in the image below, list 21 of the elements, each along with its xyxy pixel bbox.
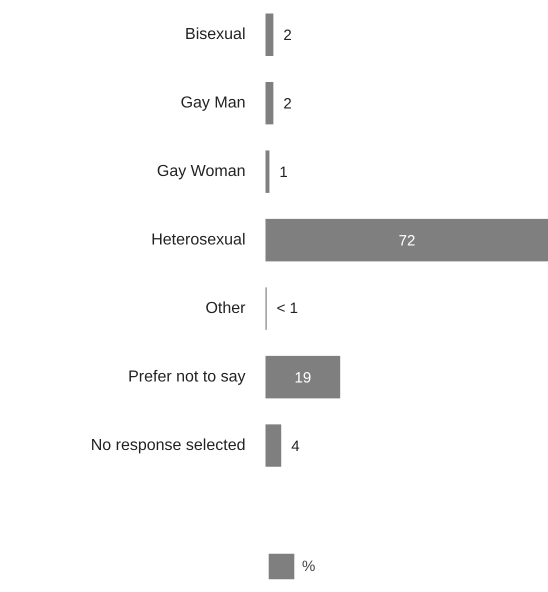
data-label: 4 bbox=[291, 438, 300, 456]
data-label: 1 bbox=[279, 164, 288, 182]
bar bbox=[266, 82, 274, 124]
y-tick-label: Gay Man bbox=[180, 94, 246, 112]
data-label: 2 bbox=[283, 27, 292, 44]
bar bbox=[266, 150, 270, 193]
data-label: 19 bbox=[294, 370, 312, 387]
bar bbox=[266, 424, 282, 467]
y-tick-label: Prefer not to say bbox=[128, 368, 246, 386]
data-label: 2 bbox=[283, 96, 292, 113]
y-tick-label: Heterosexual bbox=[151, 232, 246, 249]
y-tick-label: No response selected bbox=[90, 437, 246, 454]
data-label: < 1 bbox=[276, 300, 298, 318]
y-tick-label: Bisexual bbox=[185, 26, 246, 44]
data-label: 72 bbox=[398, 232, 416, 250]
legend-label: % bbox=[302, 558, 316, 574]
bar bbox=[266, 356, 340, 398]
bar bbox=[266, 14, 274, 56]
bar bbox=[266, 218, 548, 262]
y-tick-label: Other bbox=[205, 300, 246, 318]
y-tick-label: Gay Woman bbox=[156, 163, 246, 180]
